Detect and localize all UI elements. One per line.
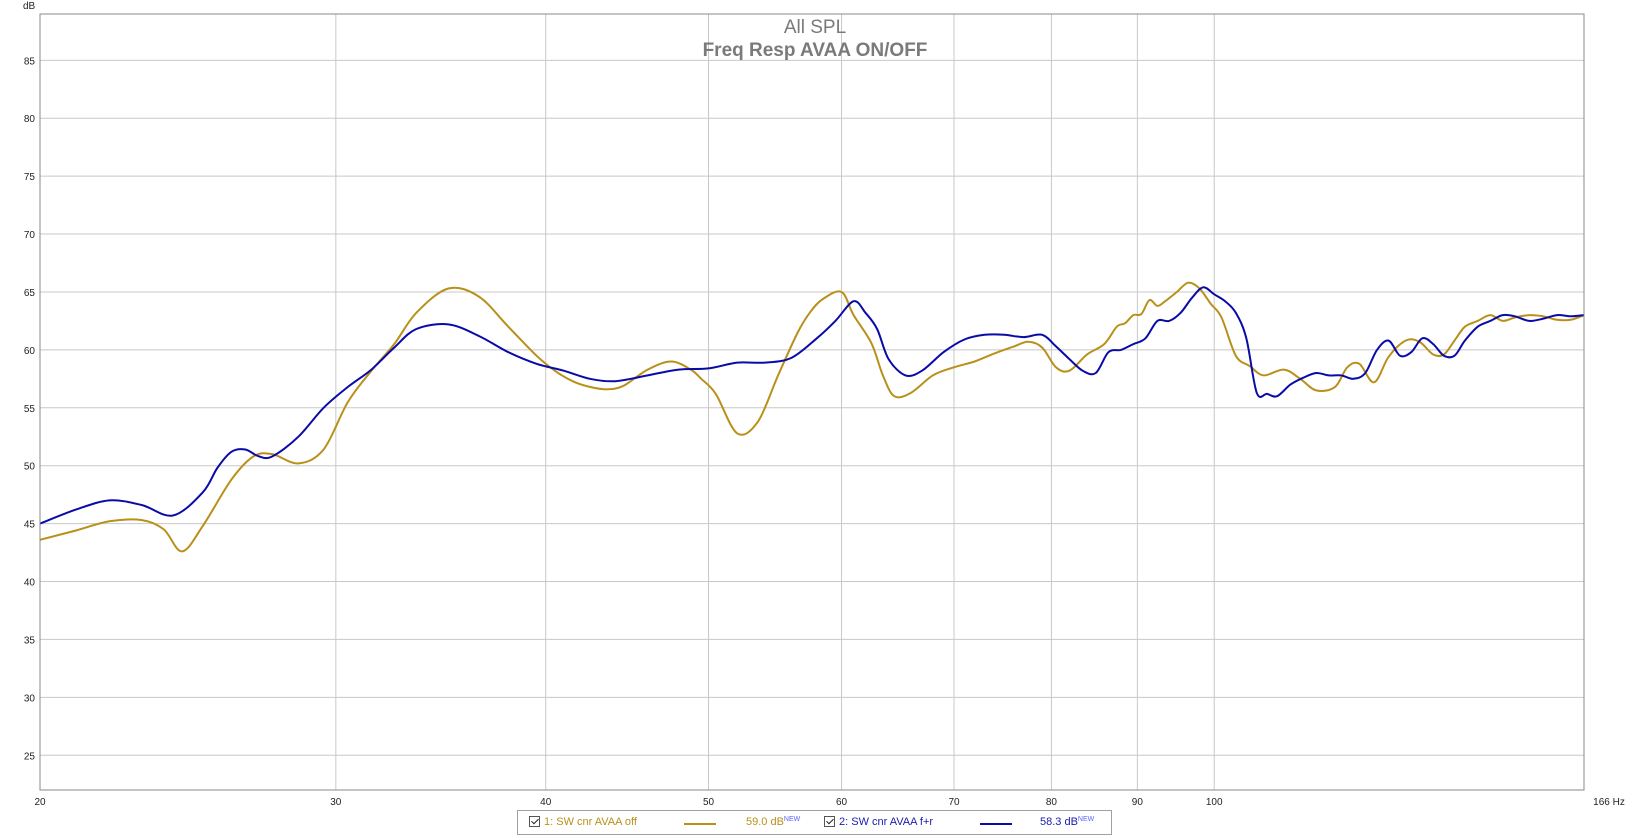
chart-subtitle: Freq Resp AVAA ON/OFF: [703, 40, 928, 61]
legend-swatch-1: [684, 823, 716, 825]
x-tick-label: 80: [1046, 797, 1058, 808]
legend-swatch-2: [980, 823, 1012, 825]
series-line-2: [39, 286, 1585, 525]
y-tick-label: 45: [24, 520, 36, 531]
x-tick-labels: 20 30 40 50 60 70 80 90 100: [34, 797, 1223, 808]
series-1-checkbox[interactable]: [529, 816, 540, 827]
legend-value-2: 58.3 dBNEW: [1040, 816, 1095, 828]
horizontal-grid: [40, 59, 1584, 756]
x-tick-label: 70: [948, 797, 960, 808]
x-tick-label: 50: [703, 797, 715, 808]
y-tick-label: 80: [24, 114, 36, 125]
y-tick-label: 75: [24, 172, 36, 183]
legend-label-2: 2: SW cnr AVAA f+r: [839, 816, 934, 828]
y-tick-label: 65: [24, 288, 36, 299]
y-tick-label: 85: [24, 56, 36, 67]
x-tick-label: 30: [330, 797, 342, 808]
chart-title: All SPL: [784, 17, 846, 38]
y-tick-label: 50: [24, 462, 36, 473]
y-tick-label: 30: [24, 693, 36, 704]
x-tick-label: 90: [1132, 797, 1144, 808]
y-tick-label: 25: [24, 751, 36, 762]
new-badge: NEW: [783, 816, 801, 823]
x-tick-label: 60: [836, 797, 848, 808]
new-badge: NEW: [1077, 816, 1095, 823]
legend-value-1: 59.0 dBNEW: [746, 816, 801, 828]
y-tick-label: 70: [24, 230, 36, 241]
y-tick-label: 55: [24, 404, 36, 415]
plot-frame: [39, 13, 1585, 791]
y-tick-label: 35: [24, 635, 36, 646]
x-tick-label: 40: [540, 797, 552, 808]
y-axis-label: dB: [23, 1, 36, 12]
legend-label-1: 1: SW cnr AVAA off: [544, 816, 637, 828]
x-tick-label: 100: [1206, 797, 1223, 808]
series-lines: [39, 281, 1585, 553]
vertical-grid: [335, 14, 1215, 790]
series-line-1: [39, 281, 1585, 553]
y-tick-label: 60: [24, 346, 36, 357]
x-tick-label: 20: [34, 797, 46, 808]
y-tick-label: 40: [24, 578, 36, 589]
legend: 1: SW cnr AVAA off 59.0 dBNEW 2: SW cnr …: [517, 810, 1112, 835]
series-2-checkbox[interactable]: [824, 816, 835, 827]
x-axis-end-label: 166 Hz: [1593, 797, 1625, 808]
y-tick-labels: 25 30 35 40 45 50 55 60 65 70 75 80 85: [24, 56, 36, 762]
